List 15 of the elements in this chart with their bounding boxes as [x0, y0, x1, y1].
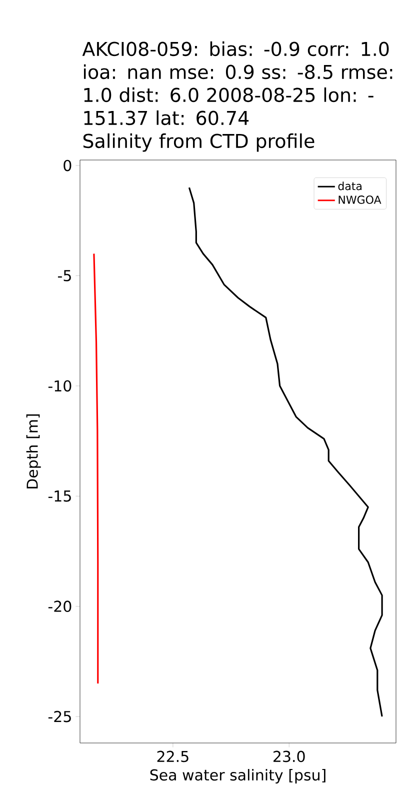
y-axis-title: Depth [m] — [26, 414, 41, 488]
y-tick-label: -10 — [48, 380, 72, 392]
y-tick-label: -20 — [48, 600, 72, 612]
line-series — [93, 252, 99, 684]
y-tick-label: 0 — [64, 160, 72, 172]
chart-subtitle: Salinity from CTD profile — [83, 133, 314, 152]
y-tick-label: -15 — [48, 490, 71, 502]
y-tick-label: -25 — [48, 710, 71, 722]
chart-title: AKCI08-059: bias: -0.9 corr: 1.0 ioa: nan mse: 0.9 ss: -8.5 rmse: 1.0 dist: 6.0 2008-08-25 lon: -151.37 lat: 60.74 — [82, 41, 392, 126]
x-tick-label: 23.0 — [273, 750, 305, 762]
x-axis-title: Sea water salinity [psu] — [150, 769, 326, 784]
x-tick-label: 22.5 — [157, 750, 188, 762]
legend-label: NWGOA — [338, 196, 382, 204]
legend-label: data — [338, 182, 362, 190]
y-tick-label: -5 — [58, 270, 71, 282]
